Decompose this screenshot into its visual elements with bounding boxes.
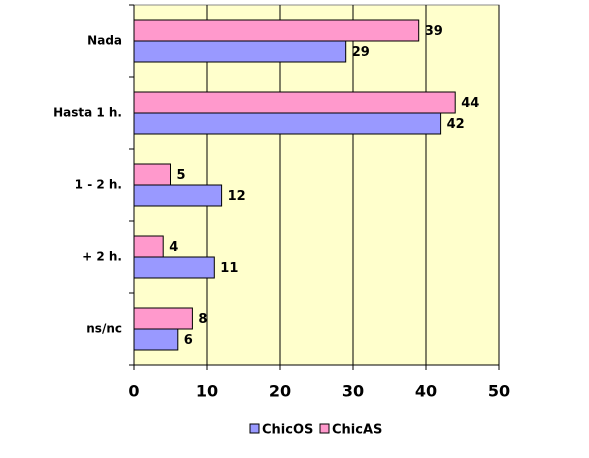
x-tick-label: 50 (488, 382, 510, 401)
bar (133, 256, 215, 279)
bar (133, 328, 179, 351)
y-tick-label: ns/nc (86, 322, 122, 336)
y-tick-label: + 2 h. (82, 250, 122, 264)
value-label: 29 (352, 45, 370, 60)
x-tick-label: 20 (269, 382, 291, 401)
y-tick-label: Nada (87, 34, 122, 48)
x-tick-label: 30 (342, 382, 364, 401)
y-tick-label: 1 - 2 h. (75, 178, 122, 192)
legend-swatch (319, 423, 330, 434)
value-label: 42 (447, 117, 465, 132)
value-label: 11 (220, 261, 238, 276)
value-label: 44 (461, 96, 479, 111)
value-label: 39 (425, 24, 443, 39)
legend-label: ChicAS (332, 423, 382, 438)
bar (133, 19, 420, 42)
value-label: 12 (228, 189, 246, 204)
value-label: 4 (169, 240, 178, 255)
legend-swatch (249, 423, 260, 434)
bar (133, 40, 347, 63)
y-tick-label: Hasta 1 h. (53, 106, 122, 120)
bar (133, 235, 164, 258)
x-tick-label: 0 (128, 382, 139, 401)
bar (133, 163, 171, 186)
bar (133, 307, 193, 330)
value-label: 6 (184, 333, 193, 348)
bar (133, 184, 223, 207)
value-label: 8 (198, 312, 207, 327)
legend-label: ChicOS (262, 423, 313, 438)
value-label: 5 (177, 168, 186, 183)
x-tick-label: 40 (415, 382, 437, 401)
bar (133, 91, 456, 114)
x-tick-label: 10 (196, 382, 218, 401)
bar (133, 112, 442, 135)
